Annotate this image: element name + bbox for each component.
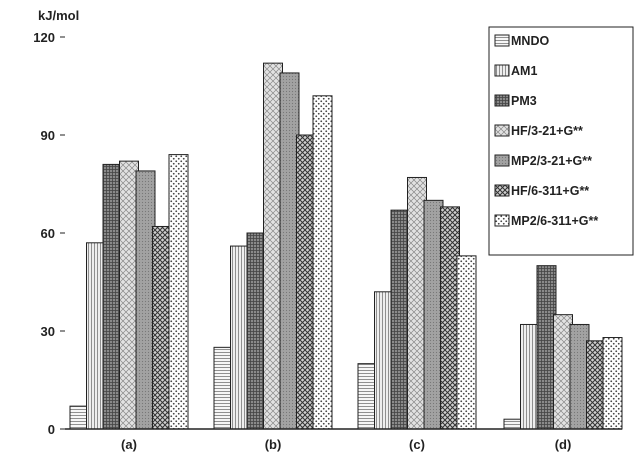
legend-box xyxy=(488,26,634,256)
legend-label: MP2/6-311+G** xyxy=(511,214,598,228)
y-axis-ticks: 0 30 60 90 120 xyxy=(33,30,65,437)
x-tick-label: (c) xyxy=(409,437,425,452)
legend-swatch xyxy=(494,94,510,107)
legend-label: AM1 xyxy=(511,64,537,78)
legend-swatch xyxy=(494,214,510,227)
bar-mp2-6-311-g--2 xyxy=(456,255,477,430)
legend-swatch xyxy=(494,64,510,77)
y-tick-label: 0 xyxy=(48,422,55,437)
bar-mp2-6-311-g--0 xyxy=(168,154,189,430)
legend-swatch xyxy=(494,184,510,197)
legend-items: MNDO AM1 PM3 HF/3-21+G** MP2/3-21+G** HF/6-31… xyxy=(494,34,598,228)
bar-mp2-6-311-g--3 xyxy=(602,337,623,430)
legend-label: HF/6-311+G** xyxy=(511,184,589,198)
legend-label: MP2/3-21+G** xyxy=(511,154,592,168)
legend-swatch xyxy=(494,124,510,137)
x-tick-label: (a) xyxy=(121,437,137,452)
legend: MNDO AM1 PM3 HF/3-21+G** MP2/3-21+G** HF/6-31… xyxy=(488,26,634,256)
y-axis-unit-label: kJ/mol xyxy=(38,8,79,23)
bar-mp2-6-311-g--1 xyxy=(312,95,333,430)
y-tick-label: 60 xyxy=(41,226,55,241)
y-tick-label: 120 xyxy=(33,30,55,45)
y-tick-label: 90 xyxy=(41,128,55,143)
legend-swatch xyxy=(494,154,510,167)
y-tick-label: 30 xyxy=(41,324,55,339)
legend-label: PM3 xyxy=(511,94,537,108)
legend-label: HF/3-21+G** xyxy=(511,124,583,138)
x-tick-label: (b) xyxy=(265,437,282,452)
legend-swatch xyxy=(494,34,510,47)
x-tick-label: (d) xyxy=(555,437,572,452)
x-axis-labels: (a) (b) (c) (d) xyxy=(121,437,571,452)
legend-label: MNDO xyxy=(511,34,549,48)
